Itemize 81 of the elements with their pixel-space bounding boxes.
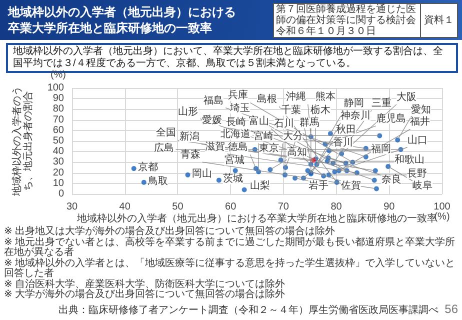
annotation: 熊本: [315, 90, 336, 102]
annotation: 富山: [249, 115, 270, 128]
text: 資料１: [423, 14, 455, 28]
annotation: 高知: [286, 146, 307, 158]
annotation: 福岡: [370, 143, 391, 156]
annotation: 京都: [138, 161, 158, 174]
y-axis-title: 地域枠以外の入学者のうち、地元出身者の割合: [11, 86, 34, 197]
annotation: 栃木: [310, 104, 331, 116]
annotation: 鹿児島: [376, 112, 406, 124]
annotation: 宮城: [224, 154, 244, 166]
x-tick-label: 30: [66, 202, 78, 212]
annotation: 長野: [406, 168, 427, 180]
annotation: 秋田: [336, 123, 356, 136]
annotation: 宮崎: [254, 130, 274, 142]
annotation: 岩手: [308, 179, 328, 192]
text: ※ 地元出身でない者とは、高校等を卒業する前までに過ごした期間が最も長い都道府県と卒業大学所在地が異なる者: [4, 236, 456, 258]
annotation: 千葉: [280, 104, 301, 116]
annotation: 山梨: [250, 179, 270, 192]
y-tick-label: 70: [52, 114, 64, 126]
annotation: 鳥取: [146, 174, 168, 187]
text: ※ 地域枠以外の入学者とは、「地域医療等に従事する意思を持った学生選抜枠」で入学していないと回答した者: [4, 258, 456, 279]
annotation: 福井: [410, 116, 430, 128]
y-tick-label: 60: [52, 124, 64, 136]
annotation: 岐阜: [412, 179, 433, 192]
annotation: 奈良: [381, 174, 402, 186]
y-tick-label: 40: [52, 146, 64, 158]
annotation: 山口: [407, 134, 428, 146]
annotation: 山形: [178, 105, 198, 118]
annotation: 滋賀: [205, 140, 226, 152]
annotation: 愛知: [411, 103, 432, 116]
annotation: 和歌山: [394, 154, 424, 166]
chart-title: 地域枠以外の入学者（地元出身）における卒業大学所在地と臨床研修地の一致率: [8, 4, 237, 36]
y-tick-label: 30: [52, 156, 64, 168]
annotation: 島根: [257, 92, 278, 105]
x-tick-label: 80: [330, 202, 342, 212]
x-axis-title: 地域枠以外の入学者（地元出身）における卒業大学所在地と臨床研修地の一致率: [76, 212, 437, 224]
annotation: 愛媛: [202, 114, 222, 126]
annotation: 群馬: [300, 116, 320, 129]
annotation: 沖縄: [286, 90, 306, 103]
text: 令和６年１０月３０日: [276, 26, 376, 37]
annotation: 香川: [333, 136, 354, 149]
y-tick-label: 80: [52, 104, 64, 115]
x-tick-label: 90: [384, 202, 396, 212]
annotation: 神奈川: [340, 109, 371, 122]
y-tick-label: 90: [52, 93, 64, 104]
text: 第７回医師養成過程を通じた医師の偏在対策等に関する検討会: [276, 4, 416, 26]
text: (%): [50, 70, 66, 80]
source-note: 出典：臨床研修修了者アンケート調査（令和２～４年）厚生労働省医政局医事課調べ: [58, 305, 439, 316]
annotation: 静岡: [344, 96, 364, 109]
annotation: 岡山: [192, 167, 212, 180]
x-tick-label: 50: [172, 202, 184, 212]
annotation: 全国: [156, 126, 176, 139]
annotation: 佐賀: [340, 179, 361, 192]
annotation: 青森: [180, 148, 200, 161]
text: ※ 自治医科大学、産業医科大学、防衛医科大学については除外: [4, 278, 286, 290]
text: 56: [444, 302, 458, 316]
annotation: 北海道: [220, 128, 251, 140]
annotation: 広島: [154, 142, 174, 154]
y-tick-label: 100: [47, 82, 64, 94]
annotation: 新潟: [179, 130, 200, 143]
x-tick-label: 70: [278, 202, 290, 212]
annotation: 埼玉: [229, 102, 250, 114]
annotation: 徳島: [228, 141, 248, 154]
annotation: 福島: [204, 94, 224, 106]
annotation: 茨城: [222, 172, 243, 185]
annotation: 大阪: [396, 90, 416, 103]
annotation: 三重: [372, 96, 392, 109]
annotation: 石川: [274, 117, 294, 130]
annotation: 長崎: [226, 116, 246, 128]
y-tick-label: 0: [58, 188, 64, 200]
annotation: 大分: [282, 130, 303, 142]
y-tick-label: 10: [52, 178, 64, 189]
y-tick-label: 20: [52, 167, 64, 178]
chart-subtitle: 地域枠以外の入学者（地元出身）において、卒業大学所在地と臨床研修地が一致する割合は、全国平均では３/４程度である一方で、京都、鳥取では５割未満となっている。: [13, 46, 443, 69]
annotation: 兵庫: [228, 89, 248, 102]
text: ※ 出身地又は大学が海外の場合及び出身回答について無回答の場合は除外: [4, 226, 336, 237]
x-tick-label: 60: [225, 202, 237, 212]
x-tick-label: 40: [119, 202, 131, 212]
y-tick-label: 50: [52, 136, 64, 146]
text: ※ 大学が海外の場合及び出身回答について無回答の場合は除外: [4, 289, 286, 300]
annotation: 東京: [258, 142, 279, 154]
